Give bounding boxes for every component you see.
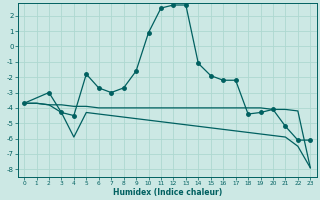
X-axis label: Humidex (Indice chaleur): Humidex (Indice chaleur)	[113, 188, 222, 197]
